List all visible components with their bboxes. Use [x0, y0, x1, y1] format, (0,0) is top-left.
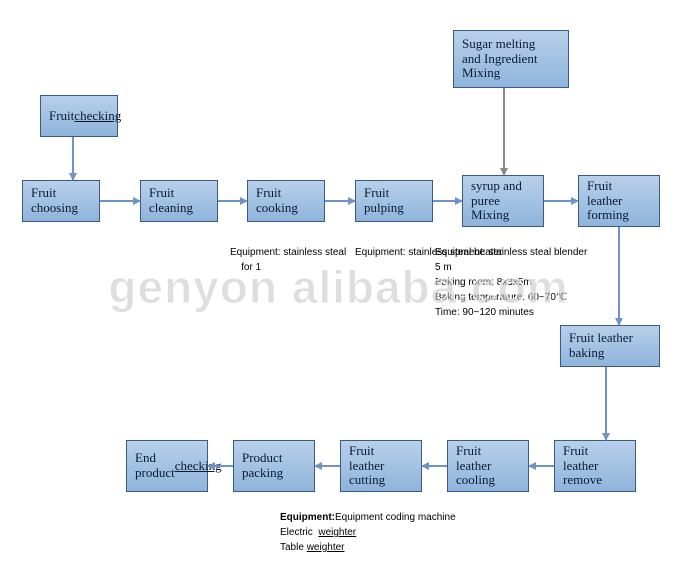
edge-leather-cutting-to-product-packing [315, 465, 340, 467]
node-end-checking: Endproductchecking [126, 440, 208, 492]
node-fruit-cleaning: Fruitcleaning [140, 180, 218, 222]
edge-product-packing-to-end-checking [208, 465, 233, 467]
flowchart-canvas: Fruitchecking Fruitchoosing Fruitcleaning F… [0, 0, 677, 575]
note-under-mixing: Equipment: stainless steal blender 5 m B… [435, 245, 587, 320]
node-leather-cutting: Fruitleathercutting [340, 440, 422, 492]
node-product-packing: Productpacking [233, 440, 315, 492]
node-sugar-melting: Sugar meltingand IngredientMixing [453, 30, 569, 88]
node-leather-cooling: Fruitleathercooling [447, 440, 529, 492]
node-leather-forming: Fruitleatherforming [578, 175, 660, 227]
node-syrup-mixing: syrup andpureeMixing [462, 175, 544, 227]
edge-fruit-pulping-to-syrup-mixing [433, 200, 462, 202]
edge-fruit-checking-to-fruit-choosing [72, 137, 74, 180]
note-bottom: Equipment:Equipment coding machineElectr… [280, 510, 456, 555]
edge-leather-forming-to-leather-baking [618, 227, 620, 325]
node-leather-baking: Fruit leatherbaking [560, 325, 660, 367]
note-under-cooking: Equipment: stainless steal for 1 [230, 245, 346, 275]
edge-fruit-cooking-to-fruit-pulping [325, 200, 355, 202]
edge-syrup-mixing-to-leather-forming [544, 200, 578, 202]
edge-fruit-choosing-to-fruit-cleaning [100, 200, 140, 202]
node-fruit-pulping: Fruitpulping [355, 180, 433, 222]
edge-sugar-melting-to-syrup-mixing [503, 88, 505, 175]
edge-leather-baking-to-leather-remove [605, 367, 607, 440]
edge-leather-remove-to-leather-cooling [529, 465, 554, 467]
edge-leather-cooling-to-leather-cutting [422, 465, 447, 467]
node-leather-remove: Fruitleatherremove [554, 440, 636, 492]
node-fruit-checking: Fruitchecking [40, 95, 118, 137]
node-fruit-choosing: Fruitchoosing [22, 180, 100, 222]
edge-fruit-cleaning-to-fruit-cooking [218, 200, 247, 202]
node-fruit-cooking: Fruitcooking [247, 180, 325, 222]
